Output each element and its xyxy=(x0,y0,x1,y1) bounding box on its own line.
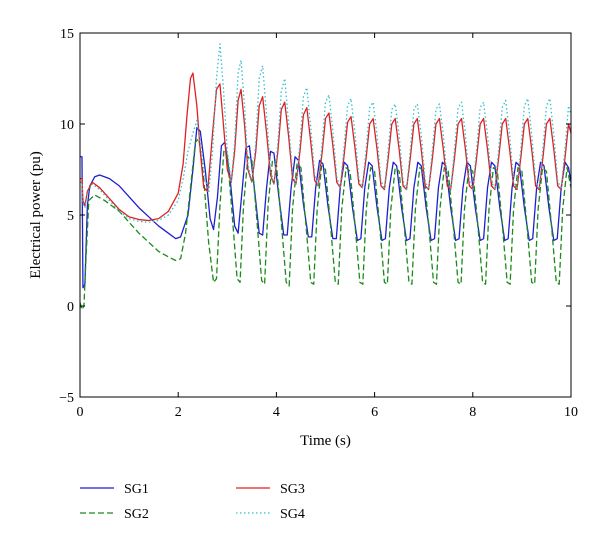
y-axis-label: Electrical power (pu) xyxy=(28,151,44,278)
series-layer xyxy=(80,43,571,311)
legend-label-sg4: SG4 xyxy=(280,507,305,522)
x-axis-label: Time (s) xyxy=(300,433,351,449)
x-tick-label: 4 xyxy=(273,405,280,420)
x-tick-label: 6 xyxy=(371,405,378,420)
legend: SG1 SG2 SG3 SG4 xyxy=(80,482,305,522)
y-tick-label: 10 xyxy=(60,118,74,133)
x-tick-label: 0 xyxy=(77,405,84,420)
legend-label-sg1: SG1 xyxy=(124,482,149,497)
y-tick-label: −5 xyxy=(59,391,74,406)
legend-label-sg2: SG2 xyxy=(124,507,149,522)
y-tick-label: 15 xyxy=(60,27,74,42)
y-tick-label: 5 xyxy=(67,209,74,224)
series-line-sg4 xyxy=(80,43,571,223)
y-tick-label: 0 xyxy=(67,300,74,315)
x-tick-label: 8 xyxy=(469,405,476,420)
legend-label-sg3: SG3 xyxy=(280,482,305,497)
x-tick-label: 10 xyxy=(564,405,578,420)
series-line-sg3 xyxy=(80,72,571,222)
x-tick-label: 2 xyxy=(175,405,182,420)
